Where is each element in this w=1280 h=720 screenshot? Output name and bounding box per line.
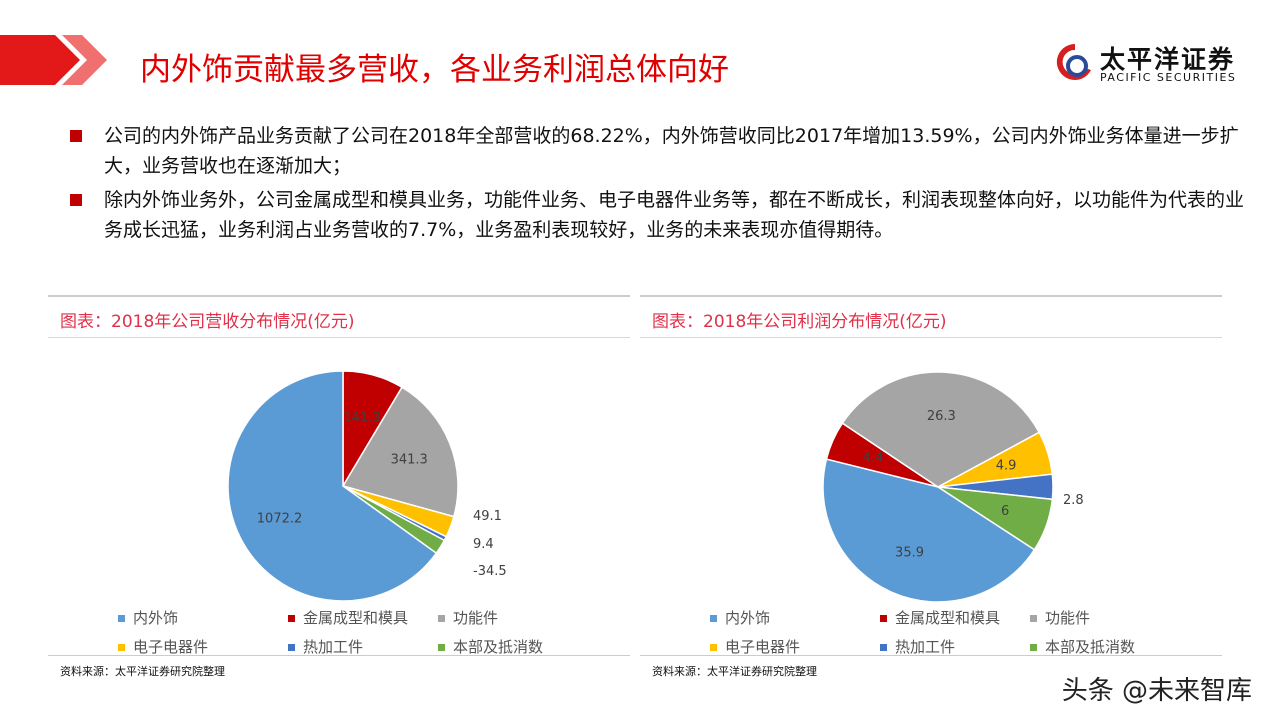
data-label-hot-working: 9.4 xyxy=(473,537,494,552)
legend-label: 热加工件 xyxy=(303,638,364,656)
pie-slice-interior-exterior xyxy=(822,458,1036,603)
legend-swatch xyxy=(438,615,445,622)
chart-title: 图表：2018年公司利润分布情况(亿元) xyxy=(652,312,947,332)
bullet-marker xyxy=(70,194,82,206)
legend-item-electronics: 电子电器件 xyxy=(118,636,288,657)
header-arrow-decoration xyxy=(0,35,107,85)
legend-item-metal-forming: 金属成型和模具 xyxy=(288,607,438,628)
legend-item-metal-forming: 金属成型和模具 xyxy=(880,607,1030,628)
legend-label: 金属成型和模具 xyxy=(303,609,409,627)
pie-slice-functional-parts xyxy=(341,386,459,518)
data-label-metal-forming: 141.3 xyxy=(343,410,380,425)
legend-item-interior-exterior: 内外饰 xyxy=(710,607,880,628)
logo-icon xyxy=(1056,43,1091,80)
legend-swatch xyxy=(880,615,887,622)
legend-item-hot-working: 热加工件 xyxy=(880,636,1030,657)
legend-item-hq-offset: 本部及抵消数 xyxy=(438,636,558,657)
legend-item-functional-parts: 功能件 xyxy=(1030,607,1150,628)
legend-item-interior-exterior: 内外饰 xyxy=(118,607,288,628)
legend-label: 内外饰 xyxy=(133,609,179,627)
bullet-1: 公司的内外饰产品业务贡献了公司在2018年全部营收的68.22%，内外饰营收同比… xyxy=(70,121,1250,181)
data-label-electronics: 49.1 xyxy=(473,509,502,524)
source-note: 资料来源：太平洋证券研究院整理 xyxy=(652,665,817,678)
legend-label: 电子电器件 xyxy=(133,638,209,656)
chart-title: 图表：2018年公司营收分布情况(亿元) xyxy=(60,312,355,332)
legend-swatch xyxy=(710,615,717,622)
legend-swatch xyxy=(1030,644,1037,651)
data-label-functional-parts: 341.3 xyxy=(391,452,428,467)
chart-legend: 内外饰 金属成型和模具 功能件电子电器件 热加工件 本部及抵消数 xyxy=(118,607,558,657)
chart-legend: 内外饰 金属成型和模具 功能件电子电器件 热加工件 本部及抵消数 xyxy=(710,607,1150,657)
bullet-marker xyxy=(70,130,82,142)
legend-label: 功能件 xyxy=(1045,609,1091,627)
legend-item-hot-working: 热加工件 xyxy=(288,636,438,657)
legend-swatch xyxy=(118,644,125,651)
profit-pie: 4.4 26.3 4.9 2.8 6 35.9 xyxy=(822,371,1084,603)
legend-swatch xyxy=(288,615,295,622)
legend-swatch xyxy=(710,644,717,651)
legend-label: 本部及抵消数 xyxy=(453,638,544,656)
legend-item-hq-offset: 本部及抵消数 xyxy=(1030,636,1150,657)
watermark: 头条 @未来智库 xyxy=(1061,676,1252,706)
data-label-functional-parts: 26.3 xyxy=(927,409,956,424)
data-label-hq-offset: 6 xyxy=(1001,504,1009,519)
legend-swatch xyxy=(880,644,887,651)
logo-en: PACIFIC SECURITIES xyxy=(1100,71,1237,84)
legend-swatch xyxy=(288,644,295,651)
logo: 太平洋证券 PACIFIC SECURITIES xyxy=(1055,40,1255,90)
data-label-hot-working: 2.8 xyxy=(1063,493,1084,508)
legend-swatch xyxy=(1030,615,1037,622)
data-label-electronics: 4.9 xyxy=(996,459,1017,474)
legend-label: 电子电器件 xyxy=(725,638,801,656)
logo-cn: 太平洋证券 xyxy=(1100,45,1236,74)
page-title: 内外饰贡献最多营收，各业务利润总体向好 xyxy=(140,52,729,88)
revenue-chart-panel: 图表：2018年公司营收分布情况(亿元) 141.3 341.3 49.1 9.4 -3… xyxy=(48,295,630,685)
source-note: 资料来源：太平洋证券研究院整理 xyxy=(60,665,225,678)
legend-label: 本部及抵消数 xyxy=(1045,638,1136,656)
data-label-hq-offset: -34.5 xyxy=(473,564,507,579)
legend-swatch xyxy=(438,644,445,651)
legend-label: 内外饰 xyxy=(725,609,771,627)
legend-label: 金属成型和模具 xyxy=(895,609,1001,627)
data-label-interior-exterior: 1072.2 xyxy=(257,512,303,527)
legend-label: 功能件 xyxy=(453,609,499,627)
legend-label: 热加工件 xyxy=(895,638,956,656)
bullet-2: 除内外饰业务外，公司金属成型和模具业务，功能件业务、电子电器件业务等，都在不断成… xyxy=(70,185,1250,245)
data-label-metal-forming: 4.4 xyxy=(862,451,883,466)
revenue-pie: 141.3 341.3 49.1 9.4 -34.5 1072.2 xyxy=(227,370,507,602)
profit-chart-panel: 图表：2018年公司利润分布情况(亿元) 4.4 26.3 4.9 2.8 6 35.9 … xyxy=(640,295,1222,685)
data-label-interior-exterior: 35.9 xyxy=(895,545,924,560)
legend-item-functional-parts: 功能件 xyxy=(438,607,558,628)
pie-slice-interior-exterior xyxy=(227,370,438,602)
legend-item-electronics: 电子电器件 xyxy=(710,636,880,657)
legend-swatch xyxy=(118,615,125,622)
